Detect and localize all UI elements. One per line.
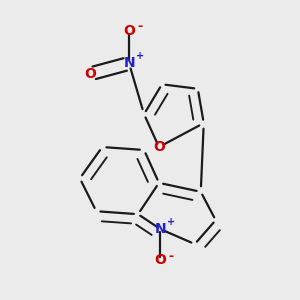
Text: O: O bbox=[84, 67, 96, 81]
Text: -: - bbox=[137, 20, 142, 33]
Text: +: + bbox=[136, 51, 145, 61]
Text: +: + bbox=[167, 217, 175, 227]
Text: O: O bbox=[153, 140, 165, 154]
Text: O: O bbox=[154, 254, 166, 268]
Text: -: - bbox=[168, 250, 173, 262]
Text: N: N bbox=[123, 56, 135, 70]
Text: N: N bbox=[154, 222, 166, 236]
Text: O: O bbox=[123, 24, 135, 38]
